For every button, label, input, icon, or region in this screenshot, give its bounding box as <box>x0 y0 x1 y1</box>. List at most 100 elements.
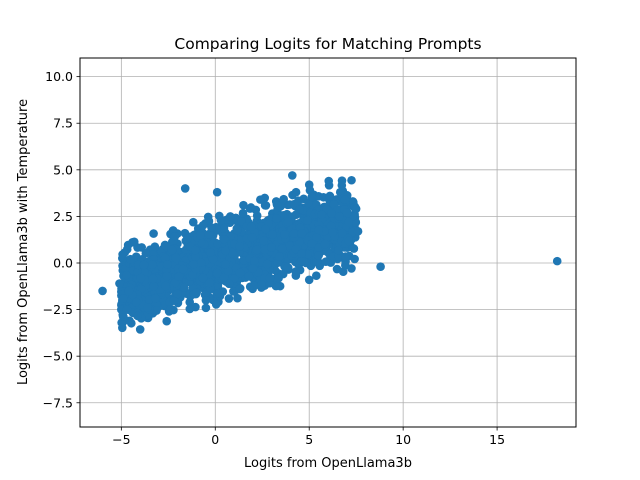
scatter-point <box>295 205 304 214</box>
scatter-point <box>246 222 256 232</box>
scatter-point <box>133 311 142 321</box>
scatter-point <box>320 239 330 249</box>
scatter-point <box>325 191 335 201</box>
scatter-point <box>135 325 145 334</box>
scatter-point <box>289 229 299 239</box>
scatter-point <box>212 187 222 197</box>
y-tick-label: −5.0 <box>43 349 73 364</box>
y-axis-ticks: −7.5 −5.0 −2.5 0.0 2.5 5.0 7.5 10.0 <box>43 69 80 410</box>
scatter-point <box>275 252 284 261</box>
scatter-point <box>312 257 322 267</box>
scatter-point <box>224 279 234 289</box>
scatter-point <box>169 296 179 305</box>
scatter-point <box>283 217 293 227</box>
scatter-point <box>185 304 195 314</box>
x-tick-label: 0 <box>211 432 219 447</box>
scatter-point <box>192 288 201 297</box>
scatter-point <box>244 271 254 281</box>
scatter-point <box>213 281 223 291</box>
scatter-point <box>314 225 324 235</box>
scatter-point <box>98 286 107 296</box>
scatter-point <box>247 233 257 242</box>
scatter-point <box>341 252 350 261</box>
scatter-point <box>344 236 353 246</box>
scatter-point <box>178 264 188 274</box>
scatter-point <box>229 274 239 283</box>
scatter-point <box>162 260 172 269</box>
scatter-point <box>307 239 317 248</box>
scatter-point <box>206 248 215 257</box>
scatter-point <box>219 234 229 244</box>
scatter-point <box>337 180 347 190</box>
scatter-point <box>129 237 139 247</box>
scatter-point <box>303 216 312 225</box>
scatter-point <box>165 305 175 314</box>
scatter-point <box>376 262 385 272</box>
scatter-point <box>248 264 258 273</box>
scatter-point <box>219 272 229 282</box>
scatter-point <box>219 224 229 233</box>
scatter-point <box>334 246 343 255</box>
scatter-point <box>304 275 314 285</box>
scatter-point <box>328 228 338 237</box>
scatter-point <box>297 257 306 266</box>
scatter-point <box>125 316 134 326</box>
scatter-point <box>314 251 323 260</box>
scatter-point <box>201 303 211 313</box>
scatter-point <box>191 252 200 261</box>
y-tick-label: 0.0 <box>53 256 73 271</box>
scatter-point <box>180 283 189 292</box>
scatter-point <box>226 212 235 221</box>
scatter-point <box>171 253 181 263</box>
scatter-point <box>174 272 184 281</box>
scatter-point <box>307 192 317 202</box>
scatter-point <box>291 267 301 276</box>
scatter-point <box>268 230 278 239</box>
scatter-point <box>239 200 248 210</box>
scatter-point <box>351 204 361 214</box>
x-axis-label: Logits from OpenLlama3b <box>244 456 412 471</box>
scatter-point <box>233 225 242 235</box>
scatter-point <box>115 279 124 288</box>
scatter-point <box>198 221 208 230</box>
scatter-point <box>347 264 356 273</box>
scatter-point <box>212 268 222 278</box>
scatter-point <box>126 254 135 264</box>
scatter-point <box>259 236 269 246</box>
scatter-point <box>235 284 244 294</box>
scatter-point <box>221 246 230 256</box>
scatter-point <box>205 278 215 288</box>
scatter-point <box>312 233 321 242</box>
scatter-point <box>267 243 276 252</box>
scatter-point <box>350 254 359 264</box>
scatter-point <box>224 294 234 303</box>
scatter-point <box>235 268 245 278</box>
scatter-point <box>204 229 214 239</box>
x-tick-label: 15 <box>489 432 505 447</box>
scatter-point <box>148 274 158 284</box>
x-axis-ticks: −5 0 5 10 15 <box>112 427 505 447</box>
plot-frame <box>79 57 577 428</box>
scatter-point <box>249 281 259 291</box>
y-tick-label: 7.5 <box>53 116 73 131</box>
scatter-point <box>143 303 152 313</box>
scatter-point <box>272 200 282 210</box>
scatter-point <box>139 260 149 270</box>
scatter-point <box>282 263 292 272</box>
scatter-point <box>207 223 216 232</box>
scatter-point <box>262 259 272 269</box>
scatter-point <box>294 196 303 206</box>
scatter-point <box>188 217 198 227</box>
scatter-point <box>118 323 127 333</box>
scatter-point <box>147 260 157 269</box>
scatter-point <box>196 258 206 268</box>
scatter-point <box>211 300 221 309</box>
x-tick-label: −5 <box>112 432 130 447</box>
scatter-point <box>124 286 134 296</box>
scatter-point <box>297 228 307 238</box>
scatter-point <box>167 245 177 255</box>
x-tick-label: 5 <box>305 432 313 447</box>
scatter-point <box>272 214 281 223</box>
scatter-point <box>256 195 265 204</box>
